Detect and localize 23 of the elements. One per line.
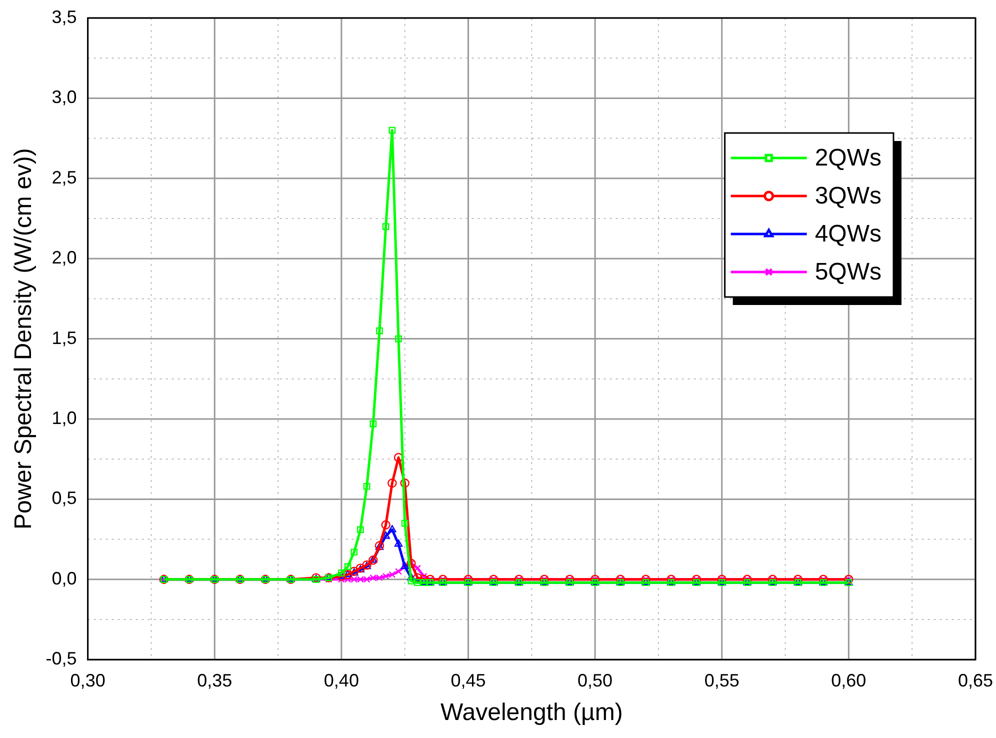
legend-label: 3QWs [814, 182, 882, 210]
y-tick-label: 2,5 [52, 167, 77, 188]
y-tick-label: 2,0 [52, 248, 77, 268]
y-tick-label: 1,0 [52, 408, 77, 428]
x-tick-label: 0,45 [450, 670, 486, 690]
legend-label: 4QWs [814, 220, 882, 248]
x-tick-label: 0,35 [197, 670, 232, 690]
x-tick-label: 0,40 [324, 670, 359, 690]
y-tick-label: -0,5 [46, 648, 77, 669]
x-axis-title: Wavelength (µm) [440, 699, 623, 726]
x-tick-label: 0,60 [831, 670, 866, 690]
y-tick-label: 3,5 [52, 6, 77, 27]
y-tick-label: 3,0 [52, 87, 77, 108]
x-tick-label: 0,30 [70, 670, 106, 690]
y-tick-label: 1,5 [52, 328, 77, 348]
y-axis-title: Power Spectral Density (W/(cm ev)) [10, 148, 38, 530]
x-tick-label: 0,55 [704, 670, 740, 690]
y-tick-label: 0,0 [52, 568, 77, 588]
x-tick-label: 0,65 [958, 670, 994, 690]
y-tick-label: 0,5 [52, 488, 77, 508]
legend-label: 2QWs [814, 144, 882, 172]
x-tick-label: 0,50 [578, 670, 613, 690]
legend-label: 5QWs [814, 258, 882, 286]
